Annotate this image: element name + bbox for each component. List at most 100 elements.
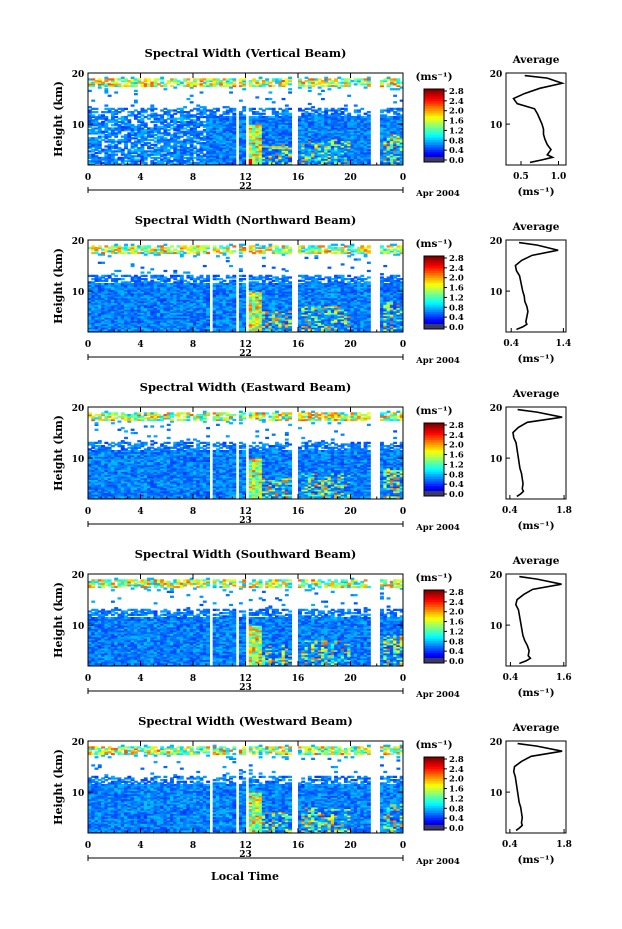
average-unit: (ms⁻¹) [517,854,554,866]
colorbar-unit: (ms⁻¹) [415,238,452,250]
y-axis-label: Height (km) [52,248,65,324]
average-title: Average [512,555,560,567]
x-tick-label: 12 [239,841,252,851]
colorbar-tick-label: 2.0 [449,775,464,785]
x-tick-label: 0 [400,507,406,517]
colorbar: 2.82.42.01.61.20.80.40.0 [423,755,464,834]
average-y-tick-label: 20 [490,738,503,748]
x-tick-label: 0 [85,173,91,183]
average-unit: (ms⁻¹) [517,687,554,699]
colorbar-tick-label: 1.2 [449,293,464,303]
date-label: Apr 2004 [415,523,460,533]
average-frame [505,72,567,166]
colorbar-tick-label: 2.8 [449,87,464,97]
colorbar-tick-label: 1.2 [449,794,464,804]
day-label: 22 [239,182,252,192]
average-profile: Average 20 10 0.4 1.8(ms⁻¹) [490,722,572,866]
x-tick-label: 8 [190,841,196,851]
average-line [512,408,563,498]
average-x-tick-label: 0.4 [502,506,518,516]
average-frame [505,573,567,667]
x-tick-label: 12 [239,340,252,350]
colorbar: 2.82.42.01.61.20.80.40.0 [423,87,464,166]
x-tick-label: 8 [190,507,196,517]
heatmap [88,243,403,332]
colorbar-tick-label: 1.2 [449,627,464,637]
panel-title: Spectral Width (Northward Beam) [135,213,357,227]
colorbar-tick-label: 0.8 [449,136,464,146]
colorbar-tick-label: 2.4 [449,97,464,107]
average-unit: (ms⁻¹) [517,520,554,532]
average-profile: Average 20 10 0.4 1.4(ms⁻¹) [490,221,571,365]
average-x-tick-label: 0.4 [502,840,518,850]
day-label: 23 [239,850,252,860]
colorbar-tick-label: 0.0 [449,156,464,166]
average-title: Average [512,388,560,400]
colorbar-tick-label: 1.2 [449,460,464,470]
colorbar-tick-label: 0.0 [449,824,464,834]
y-tick-label: 10 [72,288,85,298]
panel-3: Spectral Width (Eastward Beam) 20 10 Height… [52,380,572,533]
x-tick-label: 0 [400,173,406,183]
average-x-tick-label: 1.4 [556,339,572,349]
average-y-tick-label: 10 [490,121,503,131]
heatmap [88,744,403,833]
y-tick-label: 20 [72,571,85,581]
average-title: Average [512,221,560,233]
colorbar-tick-label: 0.0 [449,323,464,333]
x-tick-label: 0 [85,507,91,517]
heatmap [88,76,403,165]
x-tick-label: 16 [292,674,305,684]
average-y-tick-label: 10 [490,455,503,465]
colorbar: 2.82.42.01.61.20.80.40.0 [423,588,464,667]
colorbar-unit: (ms⁻¹) [415,739,452,751]
average-x-tick-label: 1.0 [551,172,567,182]
average-y-tick-label: 10 [490,622,503,632]
y-tick-label: 20 [72,70,85,80]
colorbar-tick-label: 1.6 [449,618,464,628]
colorbar-tick-label: 2.4 [449,765,464,775]
average-title: Average [512,54,560,66]
colorbar-tick-label: 2.8 [449,588,464,598]
average-profile: Average 20 10 0.5 1.0 (ms⁻¹) [490,54,567,198]
y-tick-label: 10 [72,789,85,799]
panel-5: Spectral Width (Westward Beam) 20 10 Height… [52,714,572,867]
average-line [512,74,566,164]
x-tick-label: 20 [344,507,357,517]
average-title: Average [512,722,560,734]
colorbar-tick-label: 1.6 [449,117,464,127]
x-tick-label: 20 [344,674,357,684]
colorbar-tick-label: 2.8 [449,755,464,765]
x-tick-label: 0 [400,841,406,851]
x-tick-label: 8 [190,340,196,350]
panel-4: Spectral Width (Southward Beam) 20 10 Heigh… [52,547,572,700]
y-tick-label: 10 [72,121,85,131]
average-x-tick-label: 1.8 [556,506,572,516]
average-y-tick-label: 20 [490,571,503,581]
colorbar-tick-label: 2.8 [449,421,464,431]
day-label: 22 [239,349,252,359]
x-tick-label: 16 [292,340,305,350]
colorbar-tick-label: 2.0 [449,274,464,284]
average-frame [505,406,567,500]
x-tick-label: 4 [137,507,143,517]
colorbar-tick-label: 0.4 [449,647,464,657]
x-tick-label: 0 [400,674,406,684]
panel-2: Spectral Width (Northward Beam) 20 10 Heigh… [52,213,571,366]
colorbar-tick-label: 2.4 [449,264,464,274]
x-tick-label: 20 [344,173,357,183]
colorbar-tick-label: 2.8 [449,254,464,264]
x-tick-label: 4 [137,841,143,851]
average-unit: (ms⁻¹) [517,353,554,365]
y-tick-label: 20 [72,237,85,247]
average-line [512,742,563,832]
average-y-tick-label: 20 [490,70,503,80]
average-x-tick-label: 1.8 [556,840,572,850]
date-label: Apr 2004 [415,356,460,366]
heatmap [88,410,403,499]
x-tick-label: 8 [190,674,196,684]
day-label: 23 [239,516,252,526]
y-axis-label: Height (km) [52,415,65,491]
average-x-tick-label: 0.4 [503,673,519,683]
